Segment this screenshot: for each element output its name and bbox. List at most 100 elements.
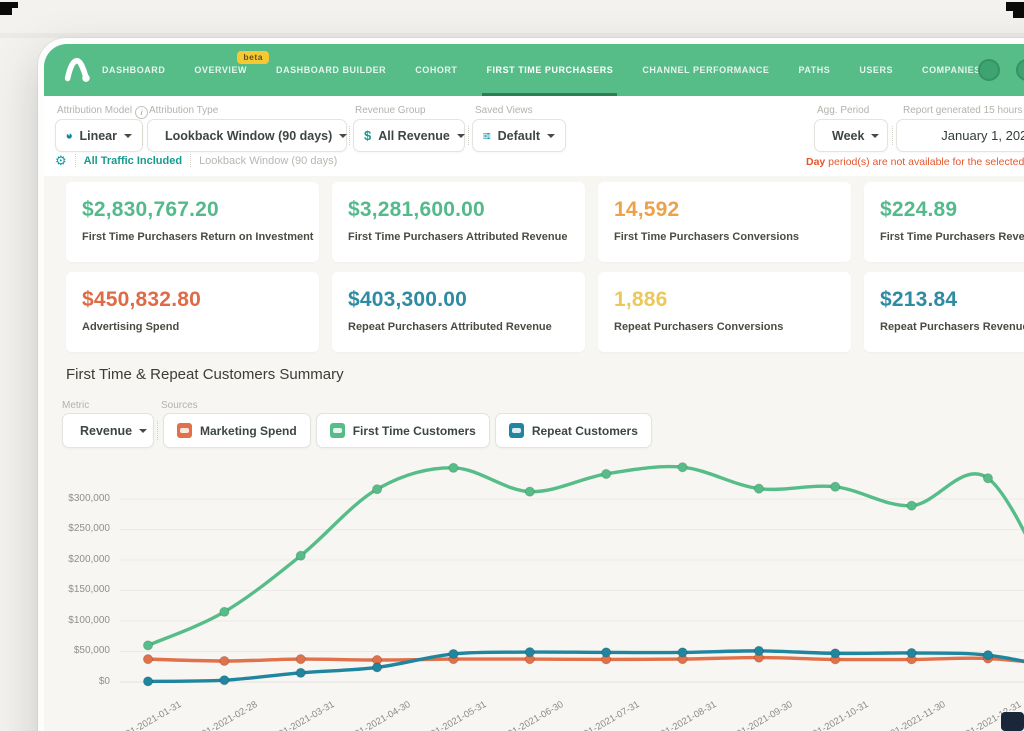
- tab-label: PATHS: [798, 65, 831, 75]
- data-point[interactable]: [601, 647, 612, 658]
- source-chip-first-time-customers[interactable]: First Time Customers: [315, 413, 490, 448]
- saved-views-label: Saved Views: [475, 105, 533, 116]
- data-point[interactable]: [371, 484, 383, 495]
- data-point[interactable]: [906, 500, 917, 511]
- data-point[interactable]: [142, 654, 154, 665]
- data-point[interactable]: [295, 667, 306, 678]
- source-swatch-icon: [508, 423, 524, 438]
- y-axis-tick-label: $50,000: [73, 645, 110, 656]
- tab-dashboard-builder[interactable]: DASHBOARD BUILDER: [276, 44, 386, 96]
- data-point[interactable]: [753, 483, 764, 494]
- tab-dashboard[interactable]: DASHBOARD: [102, 44, 165, 96]
- info-icon[interactable]: i: [135, 106, 149, 119]
- source-swatch-icon: [177, 423, 192, 438]
- navbar-tabs: DASHBOARD OVERVIEW beta DASHBOARD BUILDER CO…: [102, 44, 981, 96]
- data-point[interactable]: [219, 655, 230, 667]
- data-point[interactable]: [219, 675, 230, 686]
- source-chip-marketing-spend[interactable]: Marketing Spend: [163, 413, 311, 448]
- kpi-card: $450,832.80 Advertising Spend: [66, 272, 319, 352]
- source-chip-repeat-customers[interactable]: Repeat Customers: [494, 413, 652, 448]
- tab-cohort[interactable]: COHORT: [415, 44, 457, 96]
- tab-companies[interactable]: COMPANIES: [922, 44, 981, 96]
- kpi-card: $2,830,767.20 First Time Purchasers Retur…: [66, 182, 319, 262]
- data-point[interactable]: [142, 640, 154, 651]
- kpi-label: First Time Purchasers Attributed Revenue: [348, 231, 568, 243]
- report-generated-label: Report generated 15 hours a: [903, 105, 1024, 116]
- data-point[interactable]: [295, 654, 306, 665]
- divider: [157, 421, 158, 440]
- tab-paths[interactable]: PATHS: [798, 44, 830, 96]
- chip-label: First Time Customers: [352, 423, 476, 438]
- data-point[interactable]: [982, 650, 994, 661]
- kpi-value: $2,830,767.20: [82, 198, 219, 221]
- series-line-repeat-customers: [146, 649, 1024, 684]
- data-point[interactable]: [524, 486, 535, 497]
- screenshot-crop-fragment: [1013, 11, 1024, 18]
- y-axis-tick-label: $250,000: [68, 523, 110, 534]
- kpi-label: First Time Purchasers Return on Investme…: [82, 231, 314, 243]
- data-point[interactable]: [601, 468, 612, 480]
- chevron-down-icon: [871, 133, 880, 138]
- tab-overview[interactable]: OVERVIEW beta: [194, 44, 270, 96]
- agg-period-dropdown[interactable]: Week: [814, 119, 888, 152]
- filter-bar: Attribution Model i Attribution Type Reve…: [44, 96, 1024, 176]
- nav-help-button[interactable]: [978, 59, 1000, 81]
- chevron-down-icon: [339, 133, 348, 138]
- y-axis-tick-label: $300,000: [68, 493, 110, 504]
- data-point[interactable]: [142, 676, 154, 687]
- attribution-type-dropdown[interactable]: Lookback Window (90 days): [147, 119, 348, 152]
- attribution-model-dropdown[interactable]: Linear: [55, 119, 143, 152]
- summary-chart: $300,000 $250,000 $200,000 $150,000 $100,000…: [44, 455, 1024, 731]
- nav-avatar-button[interactable]: [1016, 59, 1024, 81]
- data-point[interactable]: [982, 473, 994, 484]
- tab-first-time-purchasers[interactable]: FIRST TIME PURCHASERS: [482, 44, 618, 96]
- y-axis-tick-label: $150,000: [68, 584, 110, 595]
- divider: [190, 154, 192, 167]
- chip-label: Marketing Spend: [200, 423, 297, 438]
- divider: [74, 154, 76, 167]
- source-swatch-icon: [329, 423, 345, 438]
- attribution-logo-icon[interactable]: [62, 55, 92, 85]
- data-point[interactable]: [295, 550, 306, 561]
- revenue-group-label: Revenue Group: [355, 105, 426, 116]
- tab-users[interactable]: USERS: [859, 44, 893, 96]
- chevron-down-icon: [547, 133, 555, 138]
- kpi-card: 1,886 Repeat Purchasers Conversions: [598, 272, 851, 352]
- divider: [349, 126, 350, 145]
- data-point[interactable]: [753, 645, 764, 656]
- revenue-group-dropdown[interactable]: $ All Revenue: [353, 119, 465, 152]
- kpi-value: 1,886: [614, 288, 668, 311]
- chat-widget-button[interactable]: [1001, 712, 1024, 731]
- tab-channel-performance[interactable]: CHANNEL PERFORMANCE: [642, 44, 769, 96]
- kpi-label: First Time Purchasers Revenue: [880, 231, 1024, 243]
- date-range-picker[interactable]: January 1, 2021 – Ja: [896, 119, 1024, 152]
- sliders-icon: [483, 132, 491, 139]
- data-point[interactable]: [677, 647, 688, 658]
- saved-views-dropdown[interactable]: Default: [472, 119, 566, 152]
- data-point[interactable]: [448, 648, 459, 660]
- kpi-card: $224.89 First Time Purchasers Revenue: [864, 182, 1024, 262]
- navbar: DASHBOARD OVERVIEW beta DASHBOARD BUILDER CO…: [44, 44, 1024, 96]
- period-warning-text: Day period(s) are not available for the …: [806, 156, 1024, 168]
- data-point[interactable]: [219, 606, 230, 617]
- gear-icon[interactable]: ⚙: [55, 153, 67, 168]
- data-point[interactable]: [906, 647, 917, 659]
- data-point[interactable]: [448, 462, 459, 473]
- pie-chart-icon: [66, 132, 72, 139]
- summary-chart-svg[interactable]: [120, 455, 1024, 731]
- data-point[interactable]: [830, 481, 841, 492]
- data-point[interactable]: [524, 647, 535, 658]
- screenshot-crop-fragment: [12, 2, 18, 8]
- series-line-marketing-spend: [146, 655, 1024, 664]
- summary-section-title: First Time & Repeat Customers Summary: [66, 366, 344, 383]
- kpi-label: Repeat Purchasers Revenue Pe: [880, 321, 1024, 333]
- data-point[interactable]: [830, 648, 841, 659]
- kpi-card: $3,281,600.00 First Time Purchasers Attri…: [332, 182, 585, 262]
- data-point[interactable]: [677, 462, 688, 473]
- traffic-filter-summary[interactable]: ⚙ All Traffic Included Lookback Window (…: [55, 154, 337, 167]
- metric-label: Metric: [62, 400, 90, 411]
- data-point[interactable]: [371, 662, 383, 673]
- metric-dropdown[interactable]: Revenue: [62, 413, 154, 448]
- kpi-value: $3,281,600.00: [348, 198, 485, 221]
